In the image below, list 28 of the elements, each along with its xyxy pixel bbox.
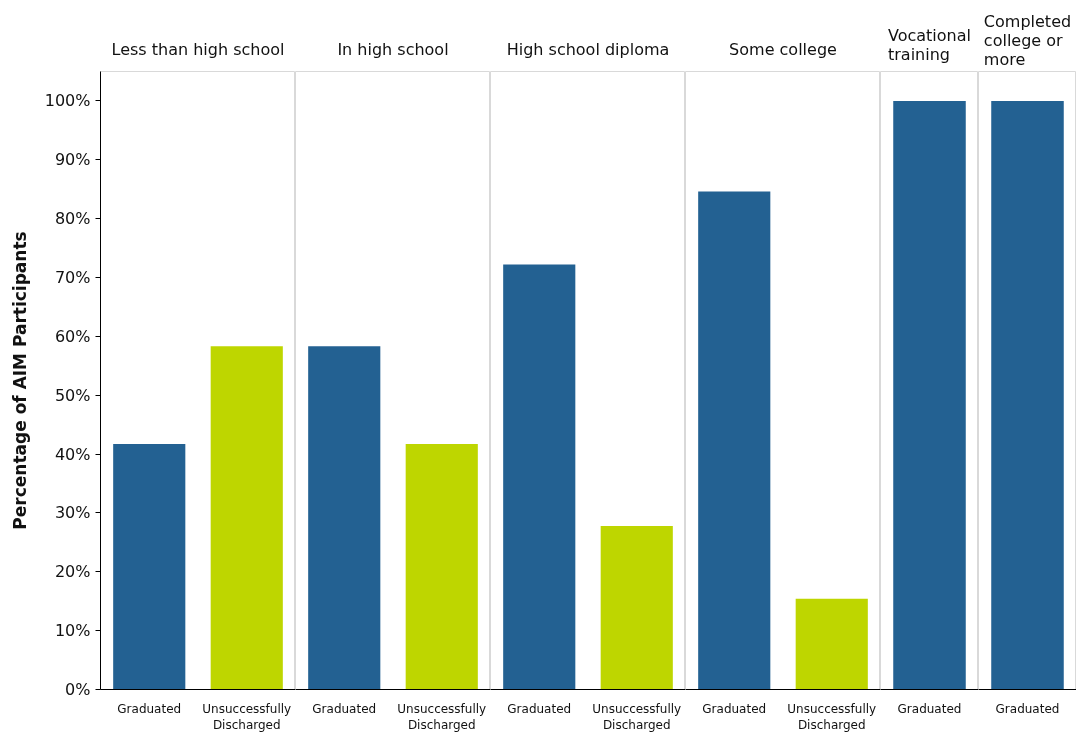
chart-title: Less than high school: [111, 40, 285, 59]
x-tick-label: Unsuccessfully Discharged: [397, 701, 487, 733]
x-tick-label: Graduated: [897, 701, 962, 716]
x-tick-label: Unsuccessfully Discharged: [787, 701, 877, 733]
y-tick-label: 70%: [54, 268, 91, 287]
chart-title: Completed college or more: [983, 11, 1072, 69]
y-tick-label: 80%: [54, 209, 91, 229]
y-tick-label: 100%: [44, 91, 91, 111]
x-tick-label: Graduated: [312, 701, 377, 716]
y-tick-label: 50%: [54, 385, 91, 405]
x-tick-label: Graduated: [507, 701, 572, 716]
x-tick-label: Graduated: [995, 701, 1060, 716]
x-tick-label: Graduated: [702, 701, 767, 716]
x-tick-label: Unsuccessfully Discharged: [592, 701, 682, 733]
y-tick-label: 90%: [54, 150, 91, 170]
chart-title: In high school: [337, 40, 449, 59]
y-axis-title: Percentage of AIM Participants: [9, 231, 30, 530]
chart-title: High school diploma: [506, 40, 670, 59]
chart-title: Some college: [729, 40, 837, 59]
y-tick-label: 30%: [54, 503, 91, 523]
y-tick-label: 0%: [65, 680, 91, 699]
x-tick-label: Unsuccessfully Discharged: [202, 701, 292, 733]
y-tick-label: 20%: [54, 562, 91, 582]
x-tick-label: Graduated: [117, 701, 182, 716]
y-tick-label: 40%: [54, 444, 91, 464]
chart-title: Vocational training: [888, 25, 971, 64]
y-tick-label: 60%: [54, 326, 91, 346]
y-tick-label: 10%: [54, 621, 91, 641]
